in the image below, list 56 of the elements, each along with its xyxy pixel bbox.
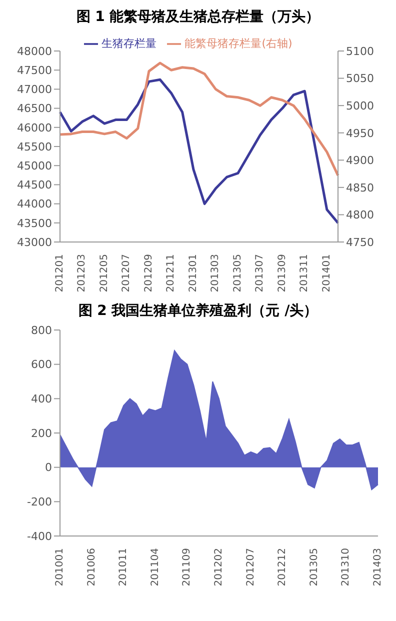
y2-tick-label: 5050 xyxy=(346,72,374,86)
x-tick-label: 201305 xyxy=(232,254,244,292)
y-tick-label: 47500 xyxy=(17,64,52,78)
y-tick-label: 43500 xyxy=(17,216,52,230)
x-tick-label: 201205 xyxy=(98,254,110,292)
x-tick-label: 201305 xyxy=(308,548,320,586)
y-tick-label: 400 xyxy=(31,392,52,406)
chart-title: 图 1 能繁母猪及生猪总存栏量（万头） xyxy=(75,8,321,26)
x-tick-label: 201301 xyxy=(188,254,199,292)
x-tick-label: 201207 xyxy=(245,548,256,586)
line-series xyxy=(58,62,340,177)
y-tick-label: 800 xyxy=(31,324,52,337)
y-tick-label: 0 xyxy=(45,461,52,474)
legend-label: 能繁母猪存栏量(右轴) xyxy=(184,37,292,50)
y-tick-label: 44000 xyxy=(17,198,52,211)
x-tick-label: 201109 xyxy=(182,548,193,586)
x-tick-label: 201403 xyxy=(372,548,384,586)
x-tick-label: 201211 xyxy=(166,254,177,292)
y2-tick-label: 4950 xyxy=(346,126,374,140)
x-tick-label: 201307 xyxy=(254,254,266,292)
x-tick-label: 201011 xyxy=(118,548,130,586)
x-tick-label: 201203 xyxy=(76,254,88,292)
y-tick-label: 45500 xyxy=(17,140,52,154)
y-tick-label: 45000 xyxy=(17,160,52,173)
line-series xyxy=(58,78,340,224)
y-tick-label: -400 xyxy=(27,530,52,543)
y-tick-label: -200 xyxy=(27,496,52,509)
y-tick-label: 600 xyxy=(31,358,52,372)
y-tick-label: 46500 xyxy=(17,102,52,116)
y-tick-label: 46000 xyxy=(17,121,52,134)
y-tick-label: 48000 xyxy=(17,44,52,58)
y2-tick-label: 5100 xyxy=(346,44,374,58)
x-tick-label: 201207 xyxy=(121,254,132,292)
x-tick-label: 201209 xyxy=(143,254,154,292)
x-tick-label: 201311 xyxy=(299,254,310,292)
y2-tick-label: 4850 xyxy=(346,181,374,194)
legend-label: 生猪存栏量 xyxy=(102,37,157,50)
y-tick-label: 47000 xyxy=(17,83,52,96)
y2-tick-label: 4750 xyxy=(346,236,374,249)
x-tick-label: 201310 xyxy=(340,548,352,586)
x-tick-label: 201001 xyxy=(54,548,66,586)
x-tick-label: 201202 xyxy=(214,548,224,586)
x-tick-label: 201309 xyxy=(276,254,288,292)
x-tick-label: 201104 xyxy=(150,548,161,586)
y-tick-label: 43000 xyxy=(17,236,52,249)
y2-tick-label: 4800 xyxy=(346,208,374,222)
chart-title: 图 2 我国生猪单位养殖盈利（元 /头） xyxy=(77,302,319,320)
x-tick-label: 201303 xyxy=(210,254,222,292)
x-tick-label: 201201 xyxy=(54,254,66,292)
y2-tick-label: 4900 xyxy=(346,154,374,168)
y-tick-label: 44500 xyxy=(17,178,52,192)
y2-tick-label: 5000 xyxy=(346,99,374,112)
x-tick-label: 201401 xyxy=(321,254,332,292)
x-tick-label: 201212 xyxy=(277,548,288,586)
y-tick-label: 200 xyxy=(31,426,52,440)
x-tick-label: 201006 xyxy=(86,548,98,586)
